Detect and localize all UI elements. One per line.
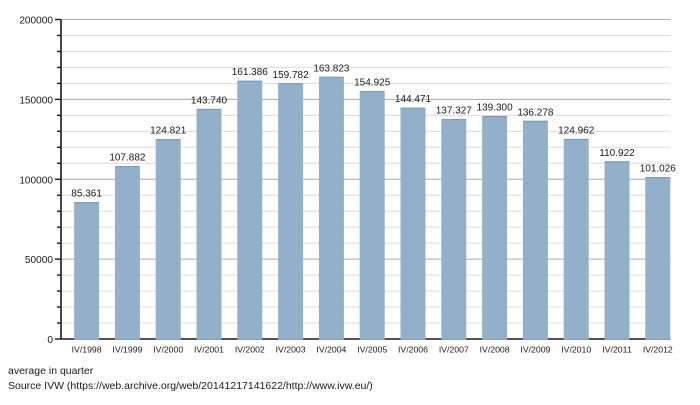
svg-text:150000: 150000 — [19, 95, 53, 106]
svg-text:IV/2001: IV/2001 — [194, 345, 224, 355]
svg-text:137.327: 137.327 — [436, 106, 473, 117]
svg-text:200000: 200000 — [19, 16, 53, 27]
svg-text:100000: 100000 — [19, 175, 53, 186]
svg-text:0: 0 — [47, 335, 53, 346]
svg-text:IV/2004: IV/2004 — [316, 345, 346, 355]
svg-text:IV/2012: IV/2012 — [643, 345, 673, 355]
svg-text:124.821: 124.821 — [150, 126, 187, 137]
svg-text:IV/2008: IV/2008 — [480, 345, 510, 355]
svg-text:139.300: 139.300 — [477, 102, 514, 113]
svg-text:IV/1998: IV/1998 — [72, 345, 102, 355]
svg-text:143.740: 143.740 — [191, 95, 228, 106]
svg-text:110.922: 110.922 — [599, 148, 635, 159]
svg-text:IV/2003: IV/2003 — [276, 345, 306, 355]
svg-text:144.471: 144.471 — [395, 94, 432, 105]
svg-text:85.361: 85.361 — [71, 189, 102, 200]
svg-text:IV/2006: IV/2006 — [398, 345, 428, 355]
svg-text:163.823: 163.823 — [313, 63, 350, 74]
svg-text:101.026: 101.026 — [640, 164, 677, 175]
svg-text:107.882: 107.882 — [109, 153, 146, 164]
svg-text:IV/1999: IV/1999 — [112, 345, 142, 355]
svg-text:IV/2009: IV/2009 — [520, 345, 550, 355]
svg-text:124.962: 124.962 — [558, 125, 595, 136]
svg-text:IV/2011: IV/2011 — [602, 345, 631, 355]
svg-text:IV/2007: IV/2007 — [439, 345, 469, 355]
svg-text:IV/2002: IV/2002 — [235, 345, 265, 355]
svg-text:IV/2000: IV/2000 — [153, 345, 183, 355]
svg-text:50000: 50000 — [25, 255, 53, 266]
svg-text:IV/2010: IV/2010 — [561, 345, 591, 355]
svg-text:159.782: 159.782 — [273, 70, 310, 81]
svg-text:136.278: 136.278 — [517, 107, 554, 118]
svg-text:154.925: 154.925 — [354, 78, 391, 89]
svg-text:161.386: 161.386 — [232, 67, 269, 78]
svg-text:IV/2005: IV/2005 — [357, 345, 387, 355]
